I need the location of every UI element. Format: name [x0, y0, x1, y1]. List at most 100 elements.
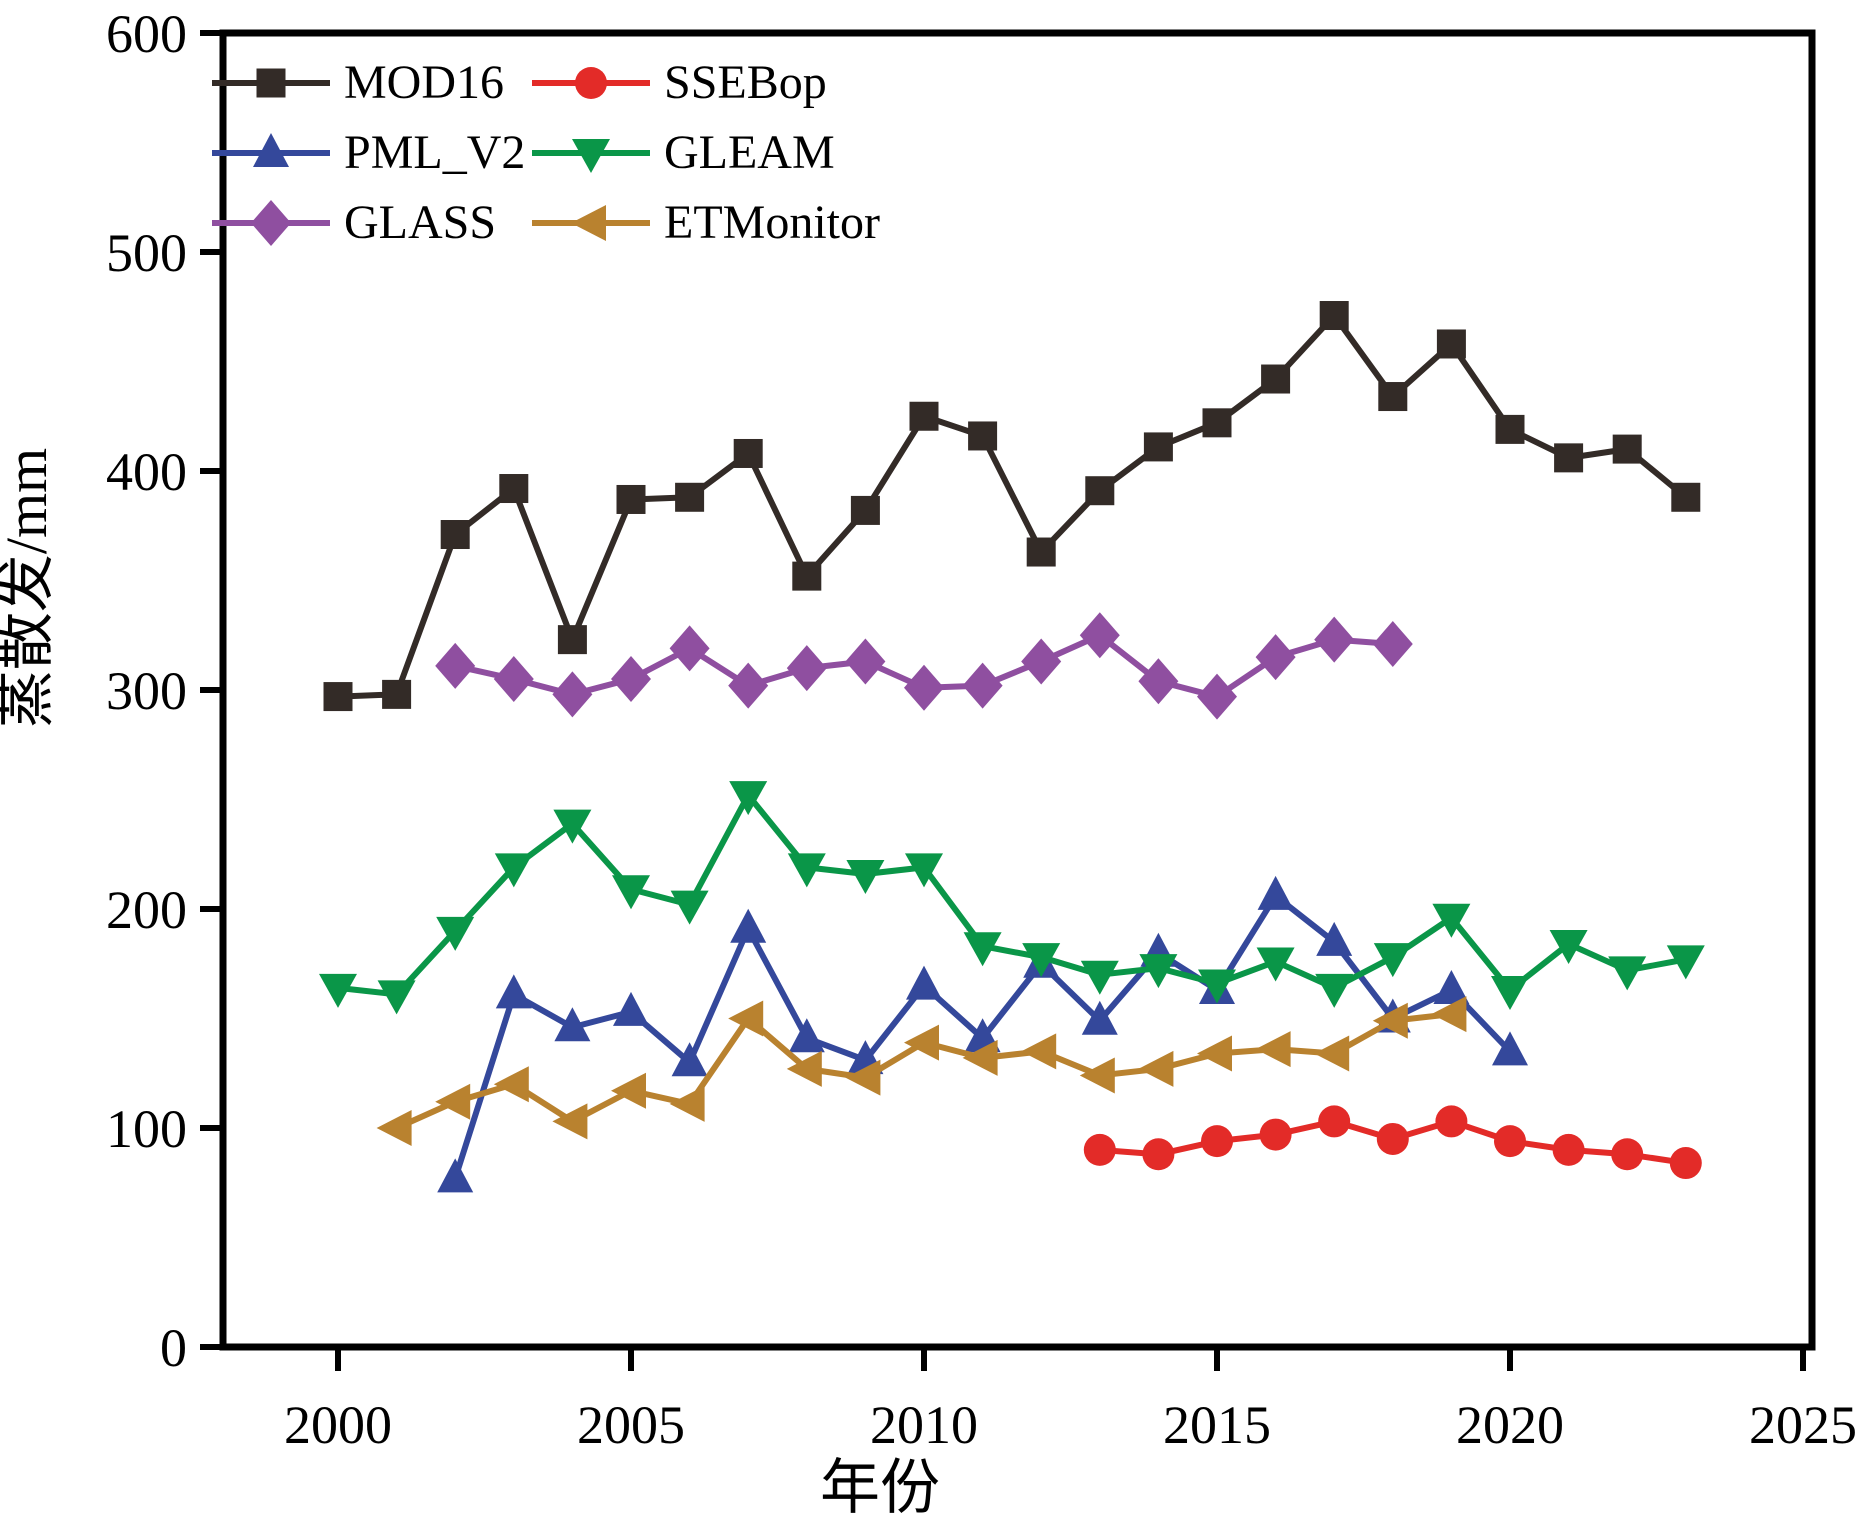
- data-point-MOD16-2003: [499, 474, 529, 504]
- data-point-ETMonitor-2014: [1138, 1050, 1174, 1087]
- data-point-GLEAM-2002: [436, 916, 475, 951]
- data-point-PML_V2-2017: [1316, 921, 1353, 956]
- x-tick-label: 2005: [577, 1395, 685, 1455]
- x-tick-label: 2020: [1456, 1395, 1564, 1455]
- data-point-ETMonitor-2013: [1079, 1057, 1115, 1094]
- legend-label-glass: GLASS: [344, 196, 497, 249]
- data-point-SSEBop-2014: [1142, 1138, 1175, 1171]
- data-point-ETMonitor-2006: [669, 1085, 705, 1122]
- data-point-SSEBop-2020: [1494, 1125, 1526, 1158]
- data-point-GLEAM-2014: [1139, 954, 1178, 989]
- data-point-GLASS-2009: [845, 638, 886, 685]
- data-point-PML_V2-2013: [1081, 1000, 1118, 1035]
- data-point-GLASS-2017: [1314, 616, 1355, 663]
- data-point-GLEAM-2011: [963, 932, 1002, 967]
- data-point-PML_V2-2020: [1492, 1031, 1528, 1066]
- data-point-SSEBop-2017: [1318, 1105, 1351, 1138]
- x-tick-label: 2025: [1749, 1395, 1857, 1455]
- data-point-ETMonitor-2005: [611, 1072, 646, 1109]
- data-point-PML_V2-2008: [788, 1018, 825, 1053]
- y-tick-label: 0: [160, 1318, 187, 1378]
- y-tick-label: 200: [106, 880, 187, 940]
- y-axis-title: 蒸散发/mm: [0, 448, 59, 728]
- data-point-ETMonitor-2002: [435, 1083, 471, 1120]
- data-point-GLASS-2008: [786, 645, 827, 692]
- legend-item-pml-v2: PML_V2: [212, 122, 532, 184]
- data-point-ETMonitor-2009: [845, 1059, 881, 1096]
- data-point-MOD16-2018: [1378, 382, 1408, 412]
- data-point-SSEBop-2023: [1669, 1147, 1702, 1180]
- data-point-MOD16-2014: [1143, 432, 1173, 462]
- data-point-ETMonitor-2015: [1197, 1035, 1232, 1072]
- data-point-ETMonitor-2004: [552, 1103, 588, 1140]
- series-line-MOD16: [337, 312, 1688, 700]
- data-point-GLEAM-2023: [1666, 945, 1705, 980]
- data-point-GLEAM-2006: [670, 890, 709, 925]
- data-point-MOD16-2015: [1202, 408, 1232, 438]
- data-point-PML_V2-2003: [495, 974, 532, 1009]
- legend-marker-pml-v2-triangle-icon: [212, 128, 330, 178]
- series-ETMonitor: [376, 996, 1467, 1146]
- x-tick-label: 2010: [870, 1395, 978, 1455]
- data-point-GLEAM-2008: [787, 853, 826, 888]
- data-point-GLASS-2006: [669, 625, 710, 672]
- y-tick-label: 300: [106, 661, 187, 721]
- data-point-GLASS-2004: [552, 671, 593, 718]
- data-point-SSEBop-2016: [1259, 1118, 1292, 1151]
- data-point-ETMonitor-2007: [728, 1000, 764, 1037]
- data-point-ETMonitor-2001: [376, 1110, 412, 1146]
- data-point-GLEAM-2005: [612, 875, 650, 910]
- data-point-GLEAM-2012: [1022, 943, 1061, 978]
- data-point-GLEAM-2016: [1256, 947, 1295, 982]
- x-tick-label: 2000: [284, 1395, 392, 1455]
- y-tick-label: 500: [106, 223, 187, 283]
- data-point-PML_V2-2006: [671, 1042, 708, 1077]
- series-MOD16: [323, 301, 1701, 712]
- data-point-MOD16-2016: [1261, 364, 1291, 394]
- data-point-PML_V2-2007: [730, 908, 767, 943]
- legend-item-etmonitor: ETMonitor: [532, 192, 880, 254]
- x-tick-label: 2015: [1163, 1395, 1271, 1455]
- data-point-GLEAM-2015: [1198, 969, 1236, 1004]
- data-point-ETMonitor-2008: [786, 1050, 822, 1087]
- legend-label-gleam: GLEAM: [664, 126, 835, 179]
- data-point-MOD16-2002: [440, 520, 470, 550]
- y-tick-label: 100: [106, 1099, 187, 1159]
- data-point-GLASS-2010: [904, 664, 944, 711]
- data-point-GLEAM-2013: [1080, 960, 1119, 995]
- legend-item-gleam: GLEAM: [532, 122, 880, 184]
- data-point-GLASS-2016: [1255, 634, 1296, 681]
- data-point-PML_V2-2002: [437, 1158, 474, 1193]
- data-point-MOD16-2001: [382, 679, 412, 709]
- data-point-GLEAM-2007: [729, 781, 768, 816]
- plot-area: 0 100 200 300 400 500 600 2000 2005 2010 2015 2020 2…: [106, 4, 1857, 1455]
- data-point-MOD16-2021: [1554, 443, 1584, 473]
- data-point-MOD16-2017: [1319, 301, 1349, 331]
- series-line-ETMonitor: [395, 1011, 1452, 1131]
- data-point-GLEAM-2003: [494, 853, 533, 888]
- data-point-ETMonitor-2003: [493, 1066, 529, 1103]
- legend-label-pml-v2: PML_V2: [344, 126, 526, 179]
- data-point-GLEAM-2001: [377, 980, 416, 1015]
- data-point-ETMonitor-2010: [904, 1024, 939, 1061]
- data-point-ETMonitor-2018: [1372, 1002, 1408, 1039]
- data-point-MOD16-2023: [1671, 482, 1701, 512]
- legend-marker-etmonitor-triangle-icon: [532, 198, 650, 248]
- data-point-GLEAM-2017: [1315, 973, 1354, 1008]
- legend-label-etmonitor: ETMonitor: [664, 196, 880, 249]
- data-point-SSEBop-2015: [1201, 1125, 1233, 1158]
- legend-marker-gleam-triangle-icon: [532, 128, 650, 178]
- data-point-GLEAM-2009: [846, 859, 885, 894]
- data-point-MOD16-2013: [1085, 476, 1115, 506]
- data-point-GLASS-2012: [1021, 638, 1062, 685]
- y-tick-label: 600: [106, 4, 187, 64]
- data-point-PML_V2-2019: [1433, 970, 1470, 1005]
- data-point-MOD16-2020: [1495, 414, 1525, 444]
- data-point-GLEAM-2018: [1373, 943, 1412, 978]
- data-point-GLASS-2018: [1372, 621, 1413, 668]
- data-point-GLEAM-2021: [1549, 930, 1588, 965]
- data-point-MOD16-2009: [850, 495, 880, 525]
- data-point-ETMonitor-2019: [1431, 996, 1467, 1033]
- legend-marker-mod16-square-icon: [212, 58, 330, 108]
